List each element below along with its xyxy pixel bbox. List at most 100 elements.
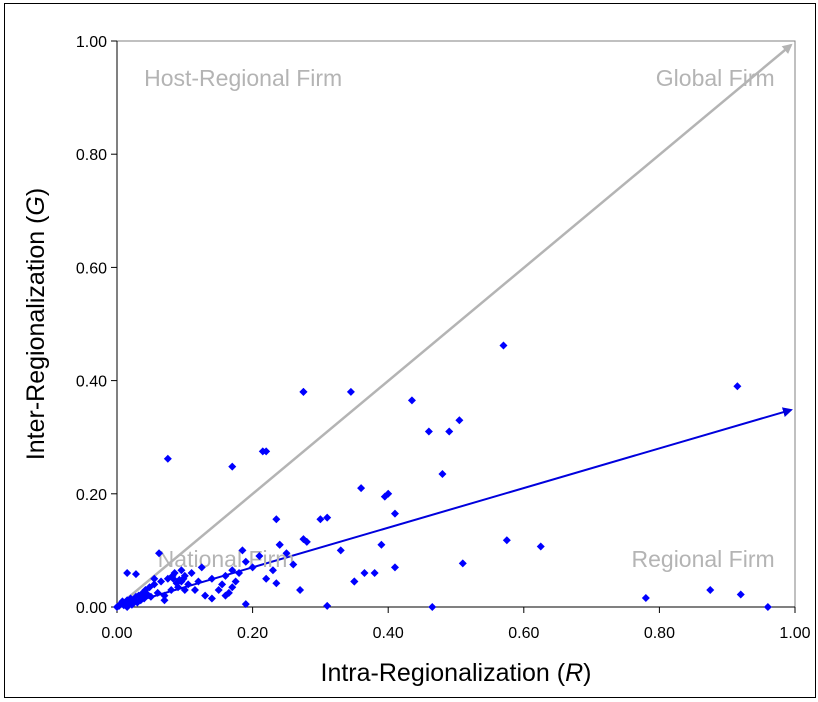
diagonal-arrow [116,43,793,608]
data-point [302,537,311,546]
data-point [238,546,247,555]
data-point [187,569,196,578]
data-point [248,563,257,572]
data-point [157,577,166,586]
data-point [289,560,298,569]
data-point [160,591,169,600]
data-point [296,586,305,595]
data-point [736,590,745,599]
data-point [377,540,386,549]
data-point [174,583,183,592]
y-axis-title-suffix: ) [22,188,50,196]
y-axis-title-prefix: Inter-Regionalization ( [22,215,50,460]
data-point [177,566,186,575]
data-point [733,382,742,391]
data-point [207,594,216,603]
data-point [190,586,199,595]
data-point [228,566,237,575]
data-point [641,593,650,602]
data-point [167,586,176,595]
y-tick-label: 0.20 [76,487,107,504]
y-tick-label: 1.00 [76,34,107,51]
data-point [323,601,332,610]
data-point [221,591,230,600]
data-point [455,416,464,425]
data-point [235,569,244,578]
x-tick-label: 0.40 [373,625,404,642]
data-point [706,586,715,595]
data-point [536,542,545,551]
data-point [458,559,467,568]
data-point [336,546,345,555]
data-points [113,341,772,611]
data-point [350,577,359,586]
data-point [346,387,355,396]
data-point [282,549,291,558]
data-point [255,552,264,561]
data-point [380,492,389,501]
data-point [150,580,159,589]
x-tick-label: 0.00 [101,625,132,642]
y-axis-title-symbol: G [22,196,50,215]
data-point [407,396,416,405]
x-tick-label: 0.20 [237,625,268,642]
x-axis-title-suffix: ) [583,659,591,687]
data-point [360,569,369,578]
data-point [146,592,155,601]
y-tick-label: 0.80 [76,147,107,164]
data-point [163,454,172,463]
x-axis-title-symbol: R [565,659,583,687]
x-axis: 0.00 0.20 0.40 0.60 0.80 1.00 [101,606,811,642]
data-point [445,427,454,436]
x-axis-title-prefix: Intra-Regionalization ( [321,659,566,687]
data-point [370,569,379,578]
data-point [390,563,399,572]
chart-frame [4,3,816,698]
data-point [180,586,189,595]
data-point [221,571,230,580]
x-axis-title: Intra-Regionalization (R) [321,659,592,687]
data-point [177,577,186,586]
data-point [390,509,399,518]
data-point [180,571,189,580]
data-point [155,549,164,558]
data-point [184,580,193,589]
data-point [502,536,511,545]
arrow-layer [116,43,793,608]
data-point [763,603,772,611]
data-point [499,341,508,350]
data-point [424,427,433,436]
data-point [123,569,132,578]
data-point [357,484,366,493]
data-point [262,447,271,456]
x-tick-label: 0.60 [508,625,539,642]
data-point [323,513,332,522]
trend-arrow [116,407,793,608]
region-label-host-regional: Host-Regional Firm [144,65,342,91]
data-point [272,579,281,588]
data-point [214,586,223,595]
data-point [262,574,271,583]
x-tick-label: 0.80 [644,625,675,642]
data-point [228,462,237,471]
data-point [428,603,437,611]
data-point [299,387,308,396]
data-point [438,469,447,478]
data-point [228,583,237,592]
data-point [272,515,281,524]
y-axis: 0.00 0.20 0.40 0.60 0.80 1.00 [76,34,118,617]
data-point [194,577,203,586]
data-point [207,574,216,583]
data-point [218,580,227,589]
data-point [241,557,250,566]
y-tick-label: 0.60 [76,260,107,277]
data-point [268,566,277,575]
data-point [150,574,159,583]
data-point [275,540,284,549]
y-tick-label: 0.00 [76,600,107,617]
data-point [201,591,210,600]
data-point [123,603,132,611]
data-point [153,588,162,597]
